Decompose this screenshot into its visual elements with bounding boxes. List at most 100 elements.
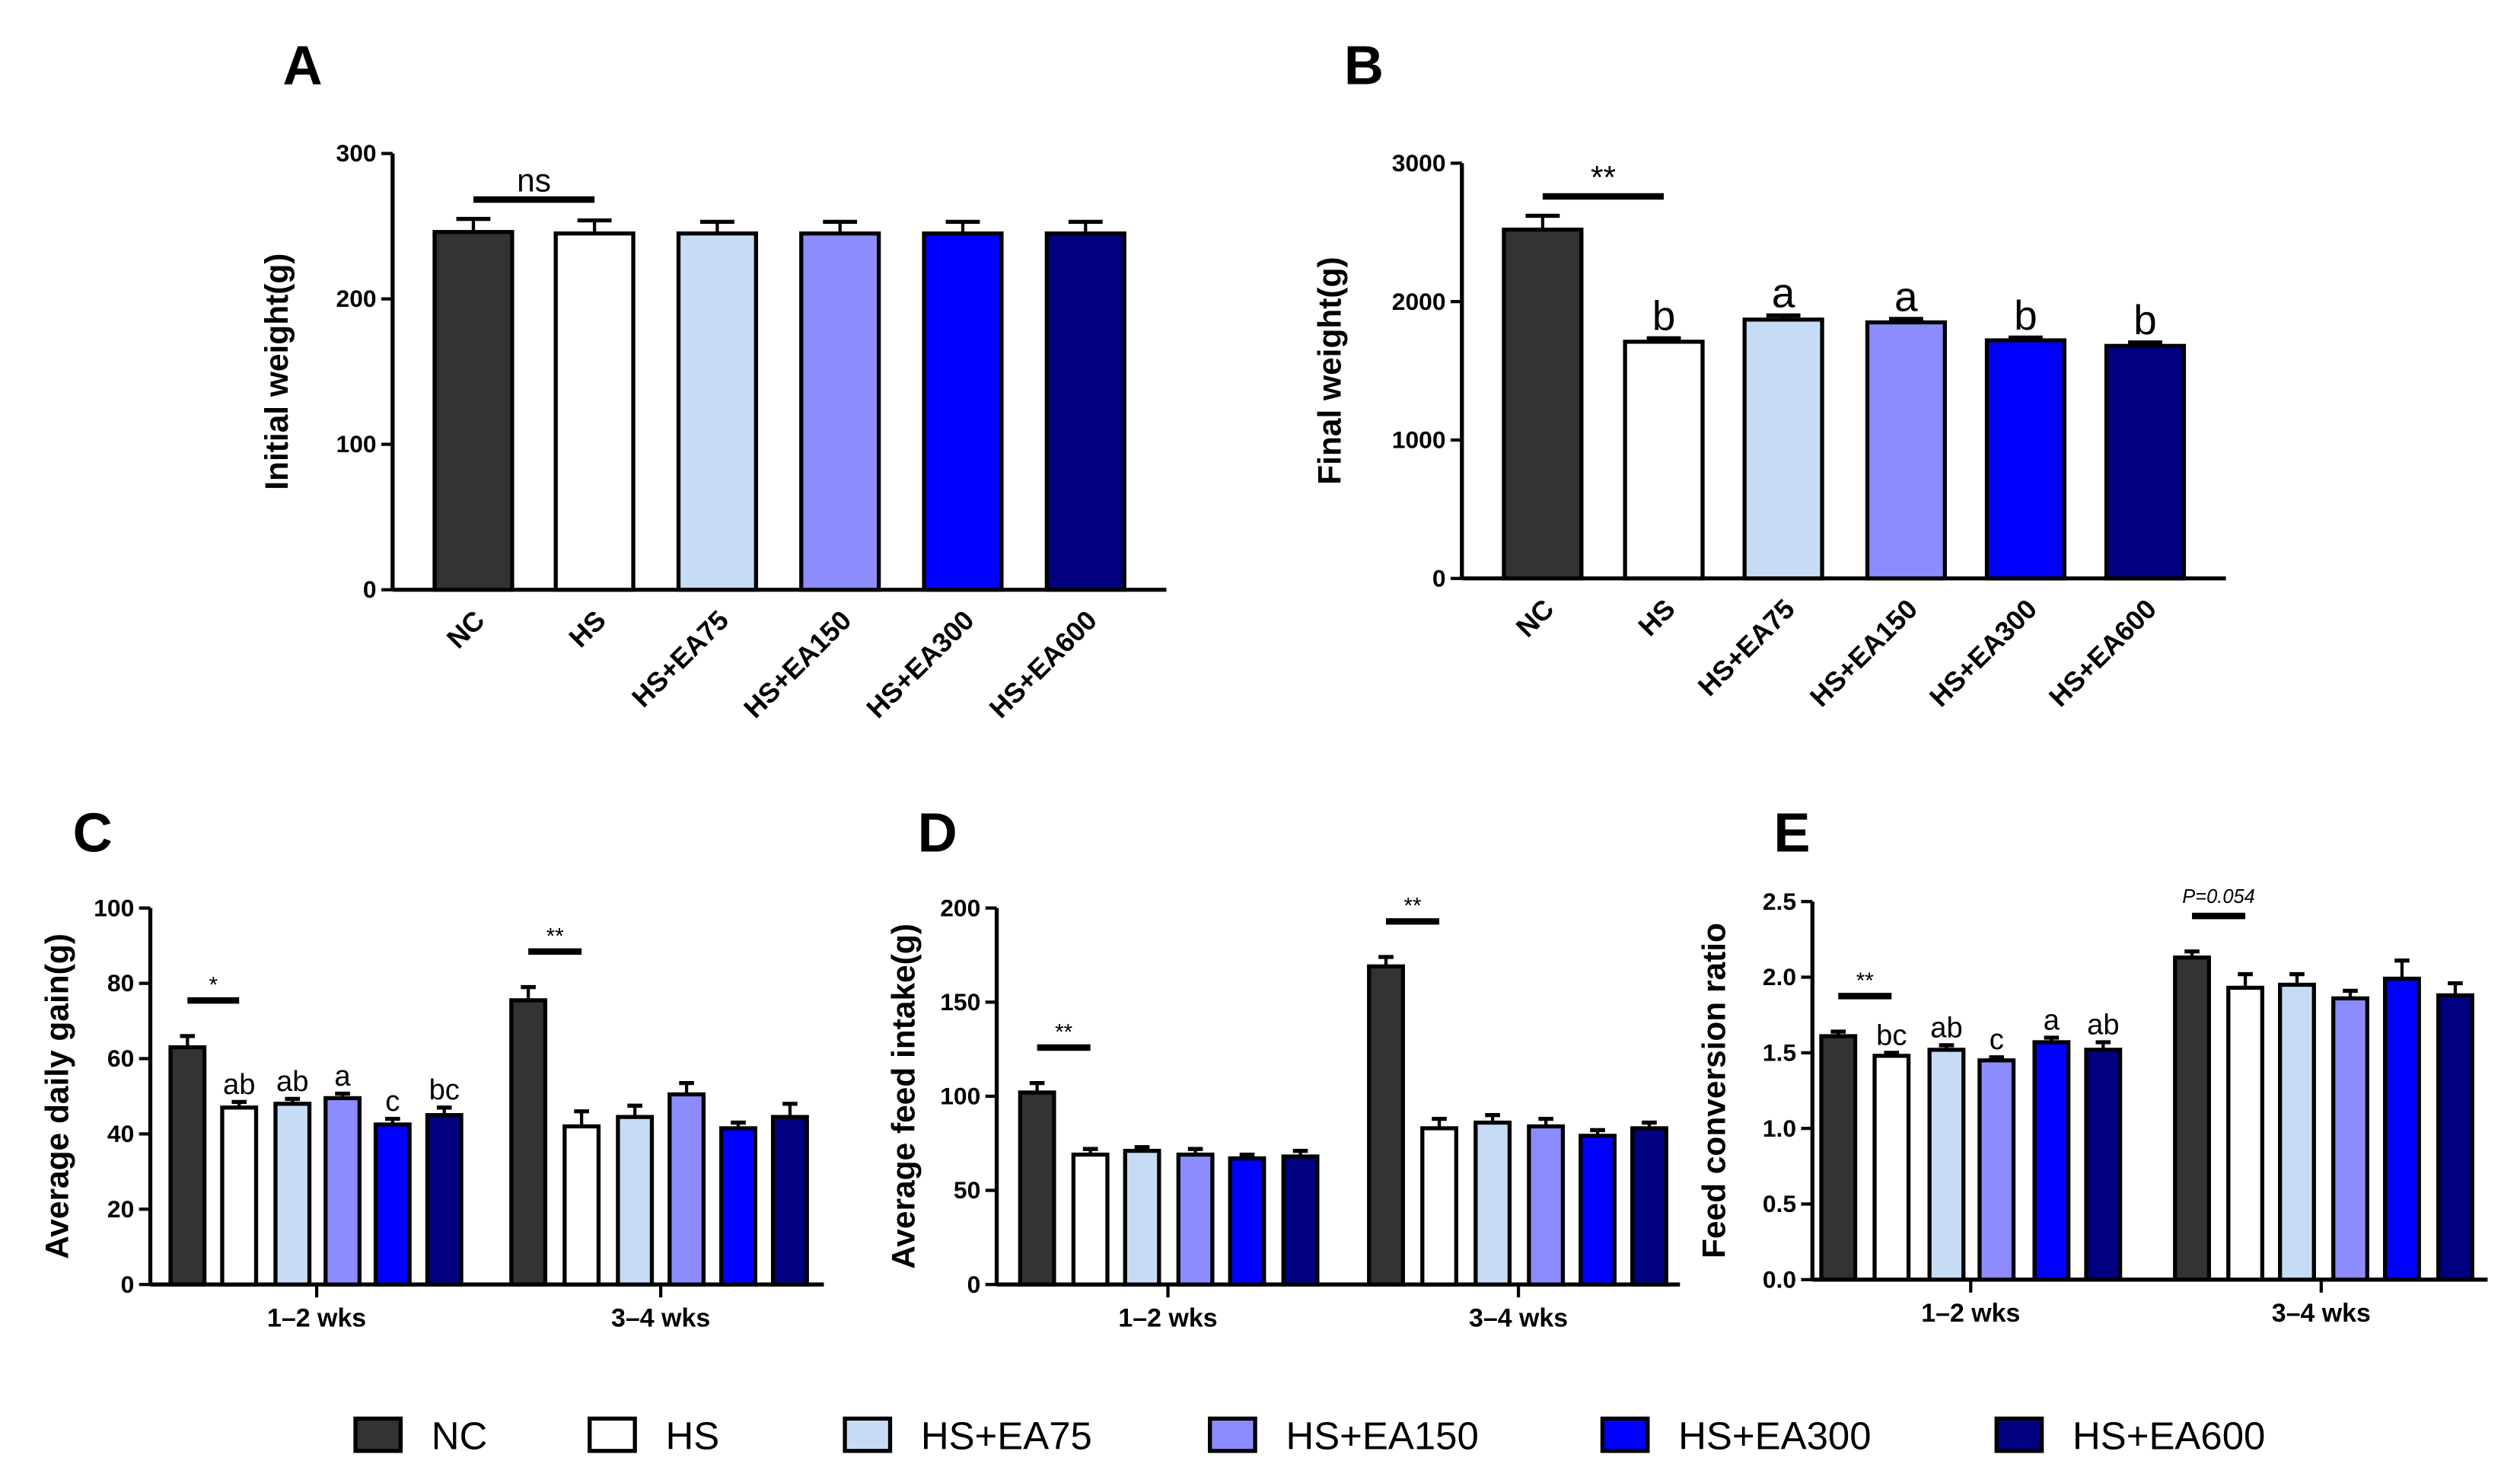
x-group-label: 1–2 wks bbox=[1118, 1303, 1217, 1332]
significance-marker: * bbox=[209, 973, 218, 998]
legend-label: HS+EA600 bbox=[2072, 1415, 2265, 1458]
significance-letter: b bbox=[2014, 292, 2037, 339]
x-group-label: 3–4 wks bbox=[1469, 1303, 1568, 1332]
bar-nc bbox=[1018, 1090, 1056, 1287]
x-tick-label: HS bbox=[562, 604, 611, 653]
x-tick-label: NC bbox=[441, 604, 491, 655]
legend-swatch bbox=[1208, 1416, 1257, 1453]
bar-nc bbox=[1367, 964, 1405, 1287]
bar-nc bbox=[168, 1045, 207, 1287]
y-tick-label: 0.0 bbox=[1763, 1265, 1796, 1293]
significance-letter: a bbox=[334, 1060, 351, 1092]
y-tick-label: 0.5 bbox=[1763, 1190, 1796, 1217]
significance-letter: bc bbox=[1876, 1019, 1907, 1051]
panel-label: D bbox=[918, 802, 957, 863]
y-axis-label: Feed conversion ratio bbox=[1696, 923, 1732, 1258]
x-tick-label: HS+EA75 bbox=[1692, 593, 1801, 702]
bar-nc bbox=[2173, 955, 2211, 1282]
y-tick-label: 100 bbox=[336, 430, 377, 458]
bar-hs-ea600 bbox=[1630, 1126, 1668, 1287]
x-tick-label: HS bbox=[1632, 593, 1681, 642]
bar-hs-ea75 bbox=[1927, 1048, 1966, 1282]
legend-swatch bbox=[588, 1416, 637, 1453]
x-tick-label: HS+EA300 bbox=[860, 604, 980, 724]
significance-letter: ab bbox=[1930, 1011, 1962, 1044]
bar-hs-ea75 bbox=[273, 1102, 312, 1287]
bar-hs-ea300 bbox=[1228, 1156, 1266, 1287]
bar-hs-ea150 bbox=[667, 1092, 706, 1287]
bar-hs-ea75 bbox=[1123, 1149, 1161, 1287]
x-group-label: 3–4 wks bbox=[611, 1303, 710, 1332]
x-tick-label: NC bbox=[1510, 593, 1560, 643]
significance-letter: ab bbox=[2087, 1008, 2119, 1041]
legend: NC HS HS+EA75 HS+EA150 HS+EA300 HS+EA600 bbox=[353, 1415, 2265, 1458]
bar-hs bbox=[553, 231, 636, 592]
x-tick-label: HS+EA600 bbox=[983, 604, 1103, 724]
y-tick-label: 50 bbox=[954, 1176, 980, 1204]
y-tick-label: 300 bbox=[336, 139, 377, 167]
legend-swatch bbox=[1994, 1416, 2044, 1453]
y-tick-label: 20 bbox=[107, 1195, 134, 1223]
bar-hs-ea150 bbox=[1527, 1124, 1566, 1287]
bar-hs-ea300 bbox=[373, 1122, 412, 1287]
significance-marker: ** bbox=[1856, 968, 1875, 994]
panel-label: E bbox=[1773, 802, 1810, 863]
legend-label: HS+EA75 bbox=[921, 1415, 1092, 1458]
panel-label: A bbox=[283, 35, 323, 96]
legend-label: NC bbox=[432, 1415, 488, 1458]
panel-b: B 0 1000 2000 3000 Final weight(g) NC b HS a HS+EA… bbox=[1312, 35, 2226, 713]
significance-letter: b bbox=[2133, 296, 2157, 343]
significance-marker: ** bbox=[1055, 1019, 1073, 1045]
bar-hs-ea75 bbox=[1742, 317, 1824, 581]
bar-hs-ea300 bbox=[1984, 338, 2067, 581]
y-tick-label: 0 bbox=[363, 576, 377, 603]
significance-letter: bc bbox=[429, 1073, 460, 1106]
bar-hs-ea150 bbox=[799, 231, 881, 592]
bar-hs-ea300 bbox=[2383, 976, 2421, 1282]
bar-nc bbox=[432, 230, 515, 592]
x-tick-label: HS+EA600 bbox=[2043, 593, 2162, 713]
bar-hs-ea300 bbox=[719, 1126, 757, 1287]
legend-swatch bbox=[1600, 1416, 1650, 1453]
y-tick-label: 1.0 bbox=[1763, 1115, 1796, 1142]
bar-hs-ea600 bbox=[1281, 1154, 1320, 1287]
y-tick-label: 150 bbox=[940, 988, 980, 1016]
bar-hs bbox=[1420, 1126, 1459, 1287]
bar-hs-ea150 bbox=[1176, 1152, 1215, 1287]
y-tick-label: 100 bbox=[940, 1083, 980, 1110]
bar-hs-ea300 bbox=[1579, 1134, 1617, 1287]
y-tick-label: 0 bbox=[967, 1271, 981, 1298]
y-axis-label: Initial weight(g) bbox=[259, 254, 295, 490]
y-tick-label: 200 bbox=[940, 894, 980, 921]
bar-hs bbox=[220, 1105, 259, 1287]
bar-hs-ea600 bbox=[2104, 343, 2187, 581]
bar-nc bbox=[509, 998, 548, 1287]
x-tick-label: HS+EA75 bbox=[626, 604, 734, 713]
significance-letter: ab bbox=[223, 1068, 255, 1101]
bar-hs-ea150 bbox=[323, 1096, 362, 1287]
legend-label: HS+EA300 bbox=[1678, 1415, 1871, 1458]
bar-hs-ea150 bbox=[1865, 320, 1947, 581]
bar-hs-ea600 bbox=[1044, 231, 1126, 592]
y-axis-label: Final weight(g) bbox=[1312, 257, 1348, 484]
significance-marker: ** bbox=[546, 923, 565, 949]
y-tick-label: 80 bbox=[107, 969, 134, 997]
panel-e: E 0.0 0.5 1.0 1.5 2.0 2.5 Feed conversion ratio… bbox=[1696, 802, 2488, 1328]
legend-swatch bbox=[843, 1416, 893, 1453]
y-tick-label: 0 bbox=[1432, 564, 1446, 592]
bar-hs bbox=[1872, 1054, 1911, 1282]
bar-hs bbox=[1623, 340, 1705, 581]
bar-hs-ea600 bbox=[425, 1113, 464, 1287]
significance-letter: ab bbox=[276, 1065, 308, 1098]
y-tick-label: 0 bbox=[121, 1271, 135, 1298]
panel-label: B bbox=[1344, 35, 1384, 96]
bar-hs-ea75 bbox=[1473, 1120, 1512, 1287]
panel-label: C bbox=[73, 802, 113, 863]
significance-letter: c bbox=[1990, 1023, 2004, 1056]
bar-hs bbox=[2226, 985, 2265, 1282]
bar-nc bbox=[1502, 227, 1584, 581]
bar-hs-ea600 bbox=[770, 1115, 809, 1287]
x-tick-label: HS+EA150 bbox=[1804, 593, 1923, 713]
